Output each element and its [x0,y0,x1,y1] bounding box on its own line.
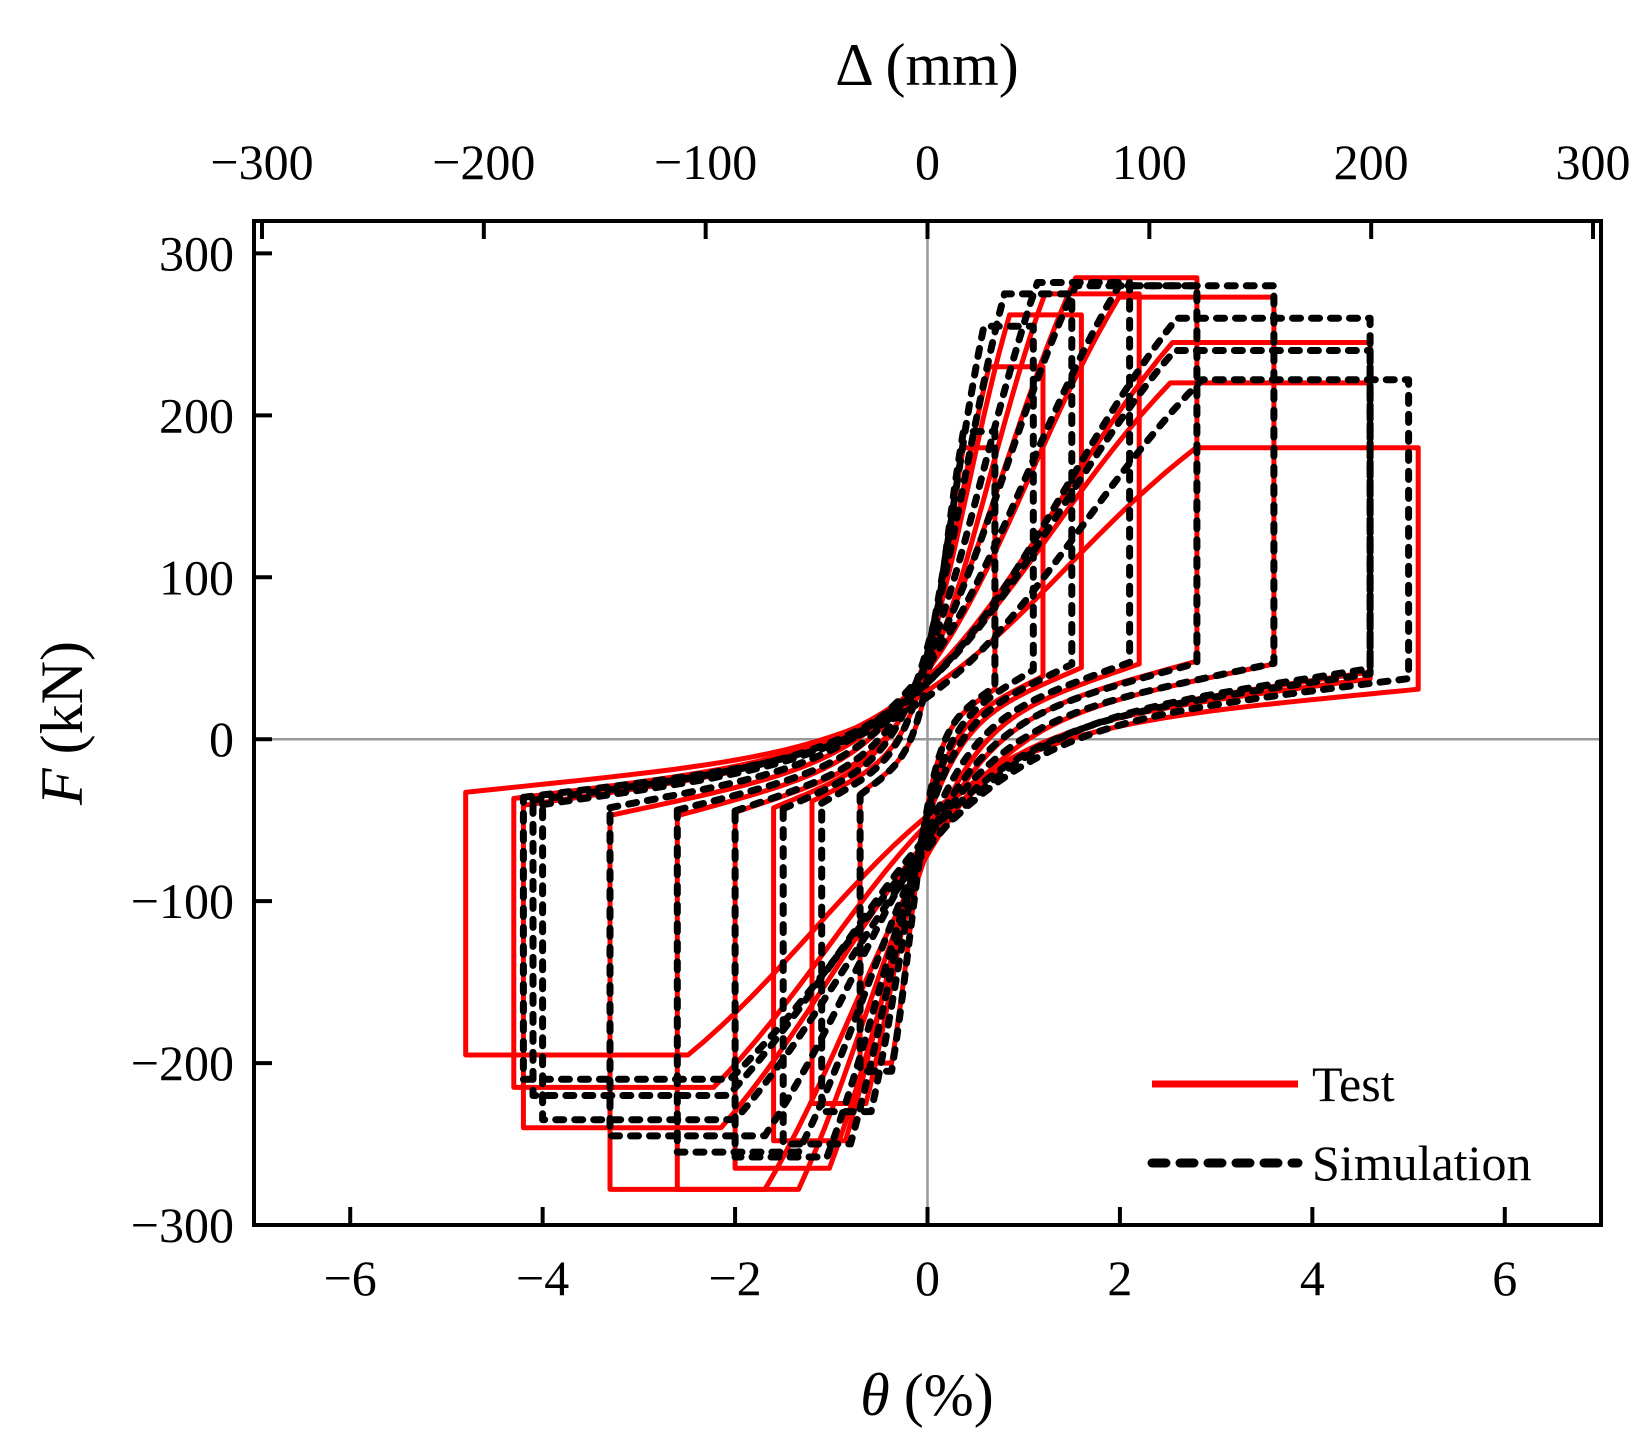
y-axis-ticks: −300 −200 −100 0 100 200 300 [131,225,272,1253]
x-tick-label: 2 [1107,1250,1132,1306]
x-tick-label: −2 [708,1250,761,1306]
x-tick-label: −6 [324,1250,377,1306]
simulation-loop [606,282,1278,1140]
simulation-loop [818,322,1037,1116]
x-axis-title: θ (%) [860,1362,993,1428]
legend: Test Simulation [1147,1056,1531,1191]
x-tick-label: −4 [516,1250,569,1306]
simulation-loop [673,282,1201,1156]
x2-tick-label: −300 [210,134,313,190]
x2-tick-label: 200 [1334,134,1409,190]
series-simulation [519,279,1413,1161]
series-layer [463,275,1421,1192]
simulation-loop [779,290,1076,1148]
x2-axis-title: Δ (mm) [835,32,1019,98]
test-loop [511,380,1373,1090]
x2-tick-label: −200 [432,134,535,190]
y-tick-label: 100 [159,549,234,605]
test-loop [463,445,1421,1058]
test-loop [809,364,1046,1106]
simulation-loop [731,279,1134,1161]
y-axis-title: F (kN) [29,641,95,806]
simulation-loop [519,376,1413,1083]
x2-tick-label: 0 [915,134,940,190]
x-axis-unit: (%) [904,1362,994,1428]
zero-reference-lines [254,221,1601,1225]
y-axis-unit: (kN) [29,641,95,754]
x2-axis-ticks: −300 −200 −100 0 100 200 300 [210,134,1631,239]
y-tick-label: −100 [131,873,234,929]
x-axis-symbol: θ [860,1362,889,1428]
y-tick-label: 0 [209,711,234,767]
simulation-loop [856,428,999,1075]
y-tick-label: −200 [131,1035,234,1091]
y-tick-label: 200 [159,387,234,443]
y-axis-symbol: F [29,767,95,806]
x-tick-label: 0 [915,1250,940,1306]
legend-label-test: Test [1312,1056,1395,1112]
x-tick-label: 4 [1300,1250,1325,1306]
y-tick-label: −300 [131,1197,234,1253]
x-axis-ticks: −6 −4 −2 0 2 4 6 [324,1207,1517,1306]
legend-label-simulation: Simulation [1312,1135,1531,1191]
x2-tick-label: 100 [1112,134,1187,190]
x-tick-label: 6 [1492,1250,1517,1306]
y-tick-label: 300 [159,225,234,281]
x2-tick-label: 300 [1556,134,1631,190]
x2-tick-label: −100 [654,134,757,190]
